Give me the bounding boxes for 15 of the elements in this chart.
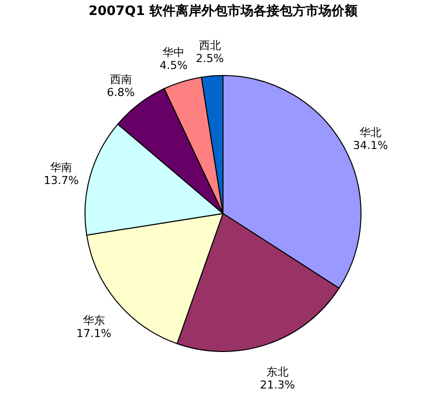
slice-label: 西北 — [198, 39, 221, 52]
data-label: 2.5% — [196, 52, 224, 66]
data-label: 6.8% — [106, 86, 135, 100]
slice-label: 华南 — [50, 161, 72, 174]
slice-label: 东北 — [266, 365, 288, 378]
data-label: 4.5% — [160, 58, 188, 72]
data-label: 34.1% — [352, 139, 388, 152]
data-label: 21.3% — [260, 378, 295, 392]
data-label: 13.7% — [44, 174, 79, 188]
data-label: 17.1% — [76, 326, 112, 340]
slice-label: 华中 — [162, 46, 185, 59]
slice-label: 华北 — [359, 126, 382, 140]
slice-label: 华东 — [82, 314, 105, 327]
slice-label: 西南 — [110, 73, 132, 86]
chart-title: 2007Q1 软件离岸外包市场各接包方市场价额 — [88, 3, 358, 19]
